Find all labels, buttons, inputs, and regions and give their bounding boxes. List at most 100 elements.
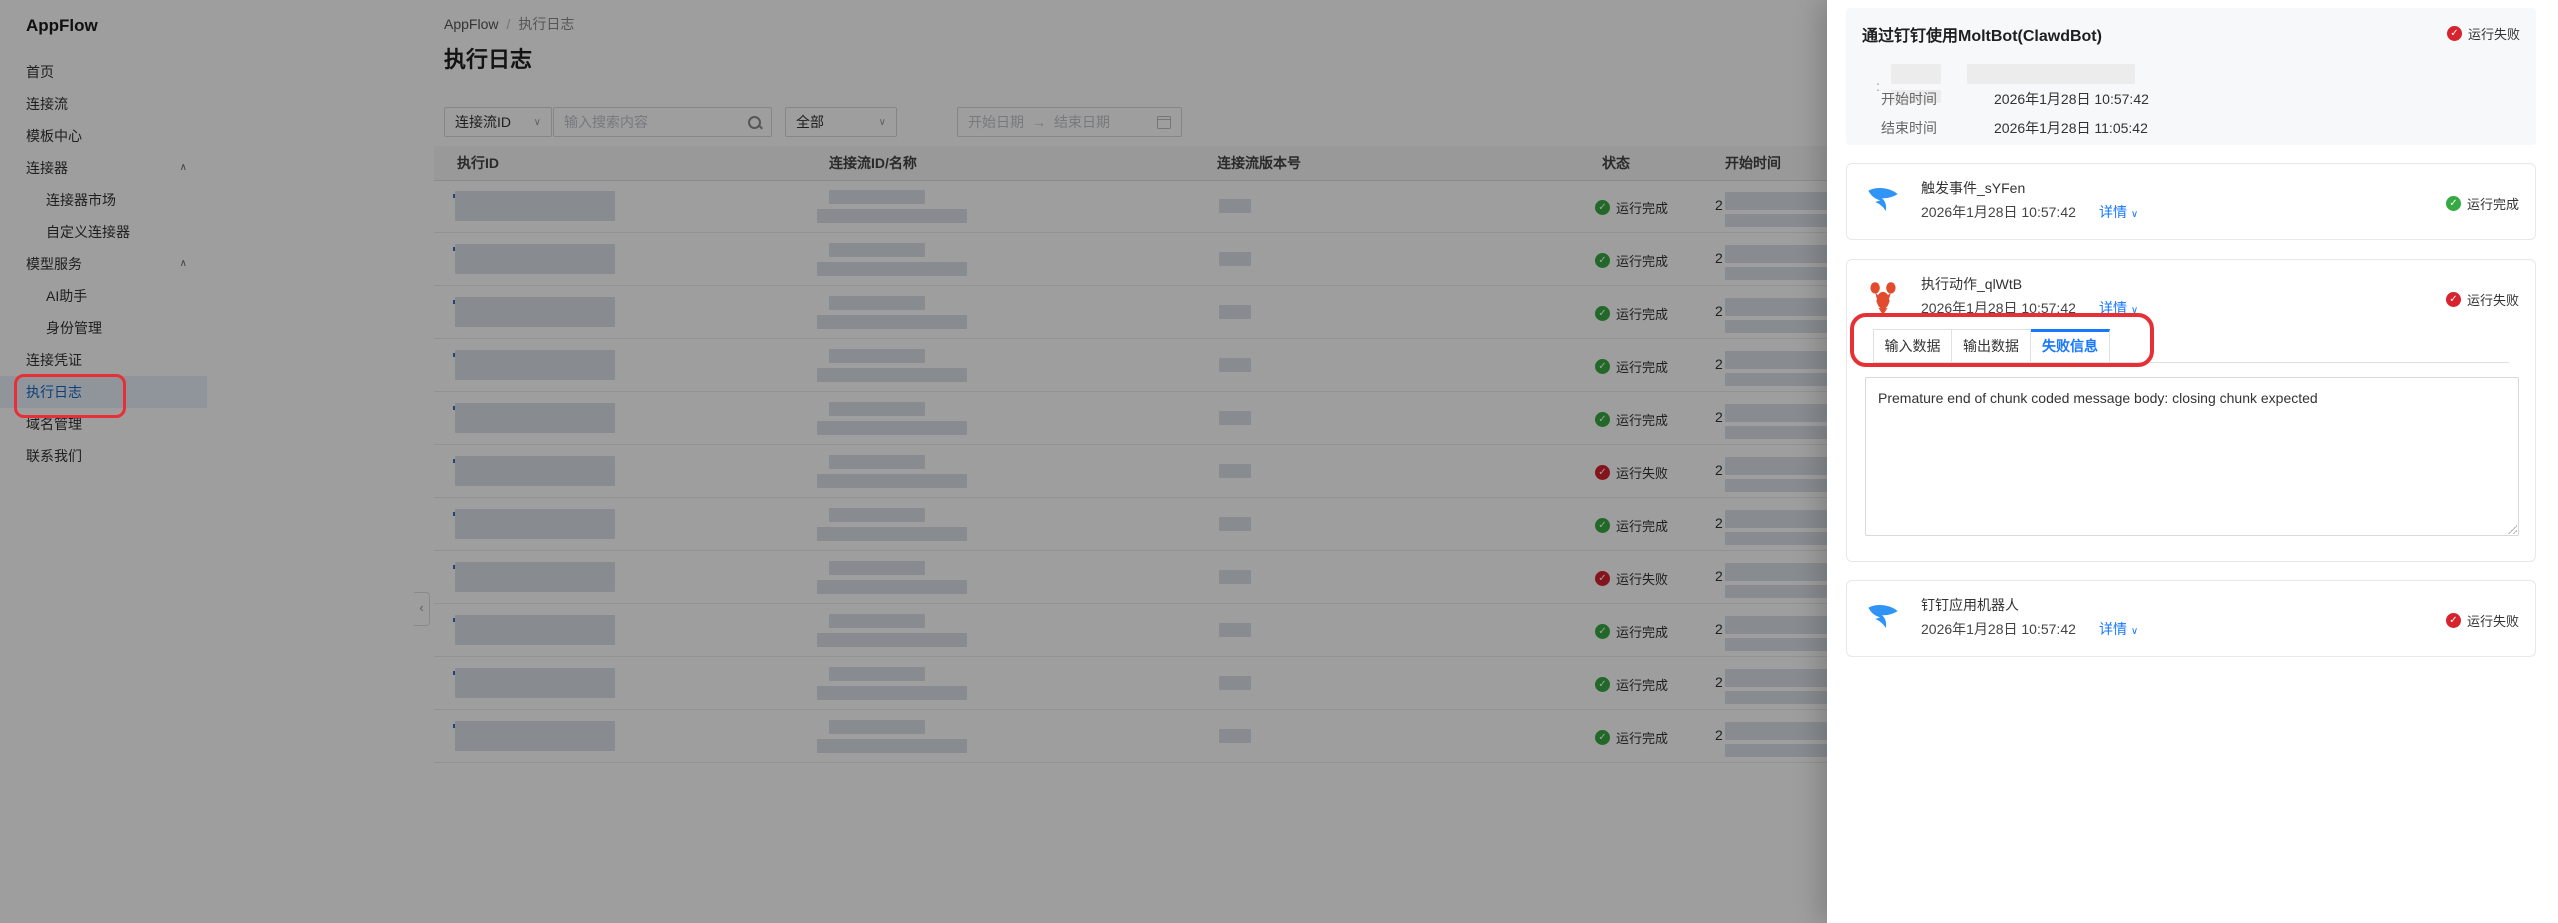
status-filter-select[interactable]: 全部 ∨ bbox=[785, 107, 897, 137]
details-link[interactable]: 详情 ∨ bbox=[2099, 621, 2139, 637]
status-badge: ✓ 运行失败 bbox=[1595, 569, 1668, 588]
redacted-execution-id bbox=[455, 297, 615, 327]
sidebar-item-credentials[interactable]: 连接凭证 ∧ bbox=[0, 344, 207, 376]
redacted-version bbox=[1219, 464, 1251, 478]
redacted-execution-id bbox=[455, 668, 615, 698]
flow-field-select[interactable]: 连接流ID ∨ bbox=[444, 107, 552, 137]
status-badge: ✓ 运行完成 bbox=[1595, 516, 1668, 535]
redacted-flow-name bbox=[817, 580, 967, 594]
chevron-up-icon[interactable]: ∧ bbox=[179, 162, 187, 173]
start-date-placeholder: 开始日期 bbox=[968, 114, 1024, 130]
status-badge: ✓ 运行失败 bbox=[1595, 463, 1668, 482]
redacted-start-time-2 bbox=[1725, 320, 1855, 333]
sidebar-item-identity-management[interactable]: 身份管理 ∧ bbox=[0, 312, 207, 344]
redacted-execution-id bbox=[455, 350, 615, 380]
step-card-action: 执行动作_qlWtB 2026年1月28日 10:57:42 详情 ∨ ✓ 运行… bbox=[1846, 259, 2536, 562]
status-badge: ✓ 运行完成 bbox=[1595, 410, 1668, 429]
status-label: 运行完成 bbox=[1616, 254, 1669, 269]
sidebar-item-ai-assistant[interactable]: AI助手 ∧ bbox=[0, 280, 207, 312]
start-time-label: 开始时间 bbox=[1881, 91, 1937, 107]
redacted-flow-id bbox=[829, 402, 925, 416]
redacted-start-time-2 bbox=[1725, 479, 1855, 492]
status-badge: ✓ 运行完成 bbox=[1595, 357, 1668, 376]
details-link[interactable]: 详情 ∨ bbox=[2099, 204, 2139, 220]
execution-status-badge: ✓ 运行失败 bbox=[2446, 24, 2520, 43]
redacted-execution-id bbox=[455, 403, 615, 433]
date-range-picker[interactable]: 开始日期 → 结束日期 bbox=[957, 107, 1182, 137]
redacted-start-time-2 bbox=[1725, 373, 1855, 386]
search-input[interactable]: 输入搜索内容 bbox=[553, 107, 772, 137]
redacted-version bbox=[1219, 411, 1251, 425]
redacted-flow-name bbox=[817, 368, 967, 382]
redacted-flow-name bbox=[817, 474, 967, 488]
status-check-icon: ✓ bbox=[1595, 359, 1610, 374]
status-label: 运行完成 bbox=[1616, 201, 1669, 216]
redacted-start-time-2 bbox=[1725, 532, 1855, 545]
redacted-version bbox=[1219, 729, 1251, 743]
redacted-flow-name bbox=[817, 633, 967, 647]
start-time-prefix: 2 bbox=[1715, 621, 1723, 637]
status-check-icon: ✓ bbox=[1595, 253, 1610, 268]
sidebar-item-execution-logs[interactable]: 执行日志 ∧ bbox=[0, 376, 207, 408]
tab-input-data[interactable]: 输入数据 bbox=[1873, 329, 1952, 363]
sidebar-item-label: 连接器 bbox=[26, 160, 68, 176]
status-check-icon: ✓ bbox=[1595, 200, 1610, 215]
redacted-version bbox=[1219, 570, 1251, 584]
step-time: 2026年1月28日 10:57:42 bbox=[1921, 204, 2076, 220]
failure-message-textarea[interactable]: Premature end of chunk coded message bod… bbox=[1865, 377, 2519, 536]
redacted-label bbox=[1891, 64, 1941, 84]
status-badge: ✓ 运行完成 bbox=[1595, 675, 1668, 694]
start-time-prefix: 2 bbox=[1715, 515, 1723, 531]
redacted-version bbox=[1219, 252, 1251, 266]
chevron-up-icon[interactable]: ∧ bbox=[179, 258, 187, 269]
dingtalk-icon bbox=[1868, 605, 1898, 628]
sidebar-collapse-handle[interactable]: ‹ bbox=[414, 592, 430, 626]
tab-output-data[interactable]: 输出数据 bbox=[1952, 329, 2031, 363]
redacted-flow-name bbox=[817, 262, 967, 276]
status-check-icon: ✓ bbox=[2445, 292, 2461, 307]
col-flow-version: 连接流版本号 bbox=[1217, 155, 1301, 171]
sidebar-item-flows[interactable]: 连接流 ∧ bbox=[0, 88, 207, 120]
start-time-prefix: 2 bbox=[1715, 303, 1723, 319]
sidebar-item-label: 首页 bbox=[26, 64, 54, 80]
sidebar-item-template-center[interactable]: 模板中心 ∧ bbox=[0, 120, 207, 152]
status-badge: ✓ 运行完成 bbox=[1595, 622, 1668, 641]
resize-handle-icon[interactable] bbox=[2507, 524, 2517, 534]
status-check-icon: ✓ bbox=[1595, 306, 1610, 321]
step-status-badge: ✓ 运行失败 bbox=[2445, 611, 2519, 630]
redacted-flow-id bbox=[829, 296, 925, 310]
sidebar-item-connectors[interactable]: 连接器 ∧ bbox=[0, 152, 207, 184]
start-time-prefix: 2 bbox=[1715, 409, 1723, 425]
sidebar-item-model-service[interactable]: 模型服务 ∧ bbox=[0, 248, 207, 280]
sidebar-item-custom-connector[interactable]: 自定义连接器 ∧ bbox=[0, 216, 207, 248]
step-time: 2026年1月28日 10:57:42 bbox=[1921, 621, 2076, 637]
details-link[interactable]: 详情 ∨ bbox=[2099, 300, 2139, 316]
range-arrow-icon: → bbox=[1032, 114, 1046, 130]
step-title: 触发事件_sYFen bbox=[1921, 180, 2026, 196]
redacted-flow-name bbox=[817, 315, 967, 329]
tabs-divider bbox=[1873, 362, 2509, 363]
redacted-flow-name bbox=[817, 686, 967, 700]
tab-failure-info[interactable]: 失败信息 bbox=[2031, 329, 2110, 363]
start-time-prefix: 2 bbox=[1715, 727, 1723, 743]
status-check-icon: ✓ bbox=[1595, 465, 1610, 480]
status-check-icon: ✓ bbox=[2446, 26, 2462, 41]
sidebar-item-domain-management[interactable]: 域名管理 ∧ bbox=[0, 408, 207, 440]
sidebar-item-contact-us[interactable]: 联系我们 ∧ bbox=[0, 440, 207, 472]
redacted-flow-name bbox=[817, 527, 967, 541]
sidebar-item-home[interactable]: 首页 ∧ bbox=[0, 56, 207, 88]
redacted-flow-id bbox=[829, 561, 925, 575]
search-icon[interactable] bbox=[748, 115, 761, 129]
calendar-icon[interactable] bbox=[1157, 115, 1171, 129]
redacted-flow-id bbox=[829, 614, 925, 628]
redacted-version bbox=[1219, 199, 1251, 213]
sidebar-item-label: 模型服务 bbox=[26, 256, 82, 272]
status-check-icon: ✓ bbox=[1595, 624, 1610, 639]
sidebar-item-label: 自定义连接器 bbox=[46, 224, 130, 240]
execution-status-label: 运行失败 bbox=[2467, 27, 2520, 42]
sidebar-item-label: 连接流 bbox=[26, 96, 68, 112]
redacted-colon: : bbox=[1876, 78, 1880, 94]
sidebar-item-connector-market[interactable]: 连接器市场 ∧ bbox=[0, 184, 207, 216]
redacted-flow-id bbox=[829, 243, 925, 257]
breadcrumb-root[interactable]: AppFlow bbox=[444, 16, 499, 32]
